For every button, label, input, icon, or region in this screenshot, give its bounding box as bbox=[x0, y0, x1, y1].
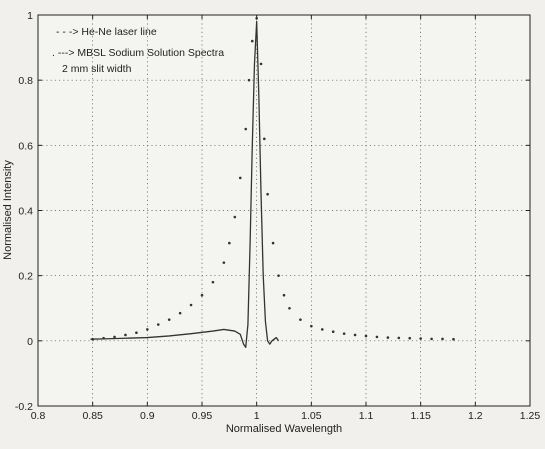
y-tick-label: 0.8 bbox=[18, 75, 33, 87]
data-point bbox=[211, 280, 215, 284]
data-point bbox=[200, 293, 204, 297]
data-point bbox=[299, 318, 302, 321]
data-point bbox=[364, 334, 368, 338]
data-point bbox=[271, 241, 275, 245]
y-tick-label: -0.2 bbox=[15, 401, 33, 413]
data-point bbox=[441, 337, 444, 341]
data-point bbox=[259, 62, 263, 66]
data-point bbox=[146, 328, 149, 331]
x-tick-label: 0.85 bbox=[82, 410, 103, 422]
x-tick-label: 1.05 bbox=[301, 410, 322, 422]
data-point bbox=[353, 333, 357, 337]
data-point bbox=[222, 261, 226, 264]
data-point bbox=[247, 78, 251, 82]
x-tick-label: 1.1 bbox=[359, 410, 374, 422]
series-line-laser bbox=[90, 20, 280, 349]
data-point bbox=[124, 333, 127, 337]
y-tick-label: 0.4 bbox=[18, 206, 33, 218]
plot-frame bbox=[37, 14, 531, 407]
data-point bbox=[375, 335, 379, 339]
data-point bbox=[320, 328, 324, 331]
data-point bbox=[167, 318, 171, 321]
x-tick-label: 0.9 bbox=[140, 410, 155, 422]
data-point bbox=[244, 127, 248, 131]
x-tick-label: 1.25 bbox=[520, 410, 541, 422]
plot-background bbox=[38, 15, 530, 406]
data-point bbox=[288, 306, 291, 310]
data-point bbox=[228, 241, 231, 245]
legend: - - -> He-Ne laser line . ---> MBSL Sodi… bbox=[52, 26, 224, 75]
data-point bbox=[135, 331, 138, 334]
x-axis-label: Normalised Wavelength bbox=[226, 423, 342, 435]
data-point bbox=[255, 16, 258, 20]
data-point bbox=[342, 332, 346, 335]
x-tick-label: 0.95 bbox=[192, 410, 213, 422]
x-tick-label: 1.2 bbox=[468, 410, 483, 422]
data-point bbox=[238, 176, 242, 180]
legend-entry-slit: 2 mm slit width bbox=[62, 63, 132, 75]
series-layer bbox=[90, 16, 455, 349]
data-point bbox=[113, 335, 116, 339]
data-point bbox=[419, 337, 422, 340]
y-tick-label: 0.6 bbox=[18, 140, 33, 152]
y-axis-label: Normalised Intensity bbox=[2, 160, 14, 260]
x-tick-label: 1.15 bbox=[410, 410, 431, 422]
data-point bbox=[386, 336, 390, 339]
x-tick-label: 1 bbox=[254, 410, 260, 422]
data-point bbox=[178, 311, 182, 315]
legend-entry-laser: - - -> He-Ne laser line bbox=[56, 26, 157, 38]
data-point bbox=[233, 215, 237, 219]
data-point bbox=[331, 330, 335, 334]
y-tick-label: 0 bbox=[27, 336, 33, 348]
data-point bbox=[91, 337, 94, 341]
y-tick-label: 0.2 bbox=[18, 271, 33, 283]
x-tick-label: 0.8 bbox=[31, 410, 46, 422]
legend-entry-mbsl: . ---> MBSL Sodium Solution Spectra bbox=[52, 47, 224, 59]
data-point bbox=[156, 323, 160, 326]
data-point bbox=[277, 274, 280, 277]
data-point bbox=[102, 336, 105, 340]
y-tick-label: 1 bbox=[27, 10, 33, 22]
data-point bbox=[250, 39, 254, 43]
data-point bbox=[189, 303, 193, 307]
data-point bbox=[282, 293, 286, 297]
data-point bbox=[263, 137, 266, 141]
ticks: 0.8 0.85 0.9 0.95 1 1.05 1.1 1.15 1.2 1.25 -0.2 0 0.… bbox=[15, 10, 540, 422]
data-point bbox=[408, 336, 412, 340]
data-point bbox=[452, 337, 455, 341]
data-point bbox=[266, 192, 269, 196]
data-point bbox=[430, 337, 433, 341]
data-point bbox=[310, 324, 313, 328]
data-point bbox=[397, 336, 401, 340]
